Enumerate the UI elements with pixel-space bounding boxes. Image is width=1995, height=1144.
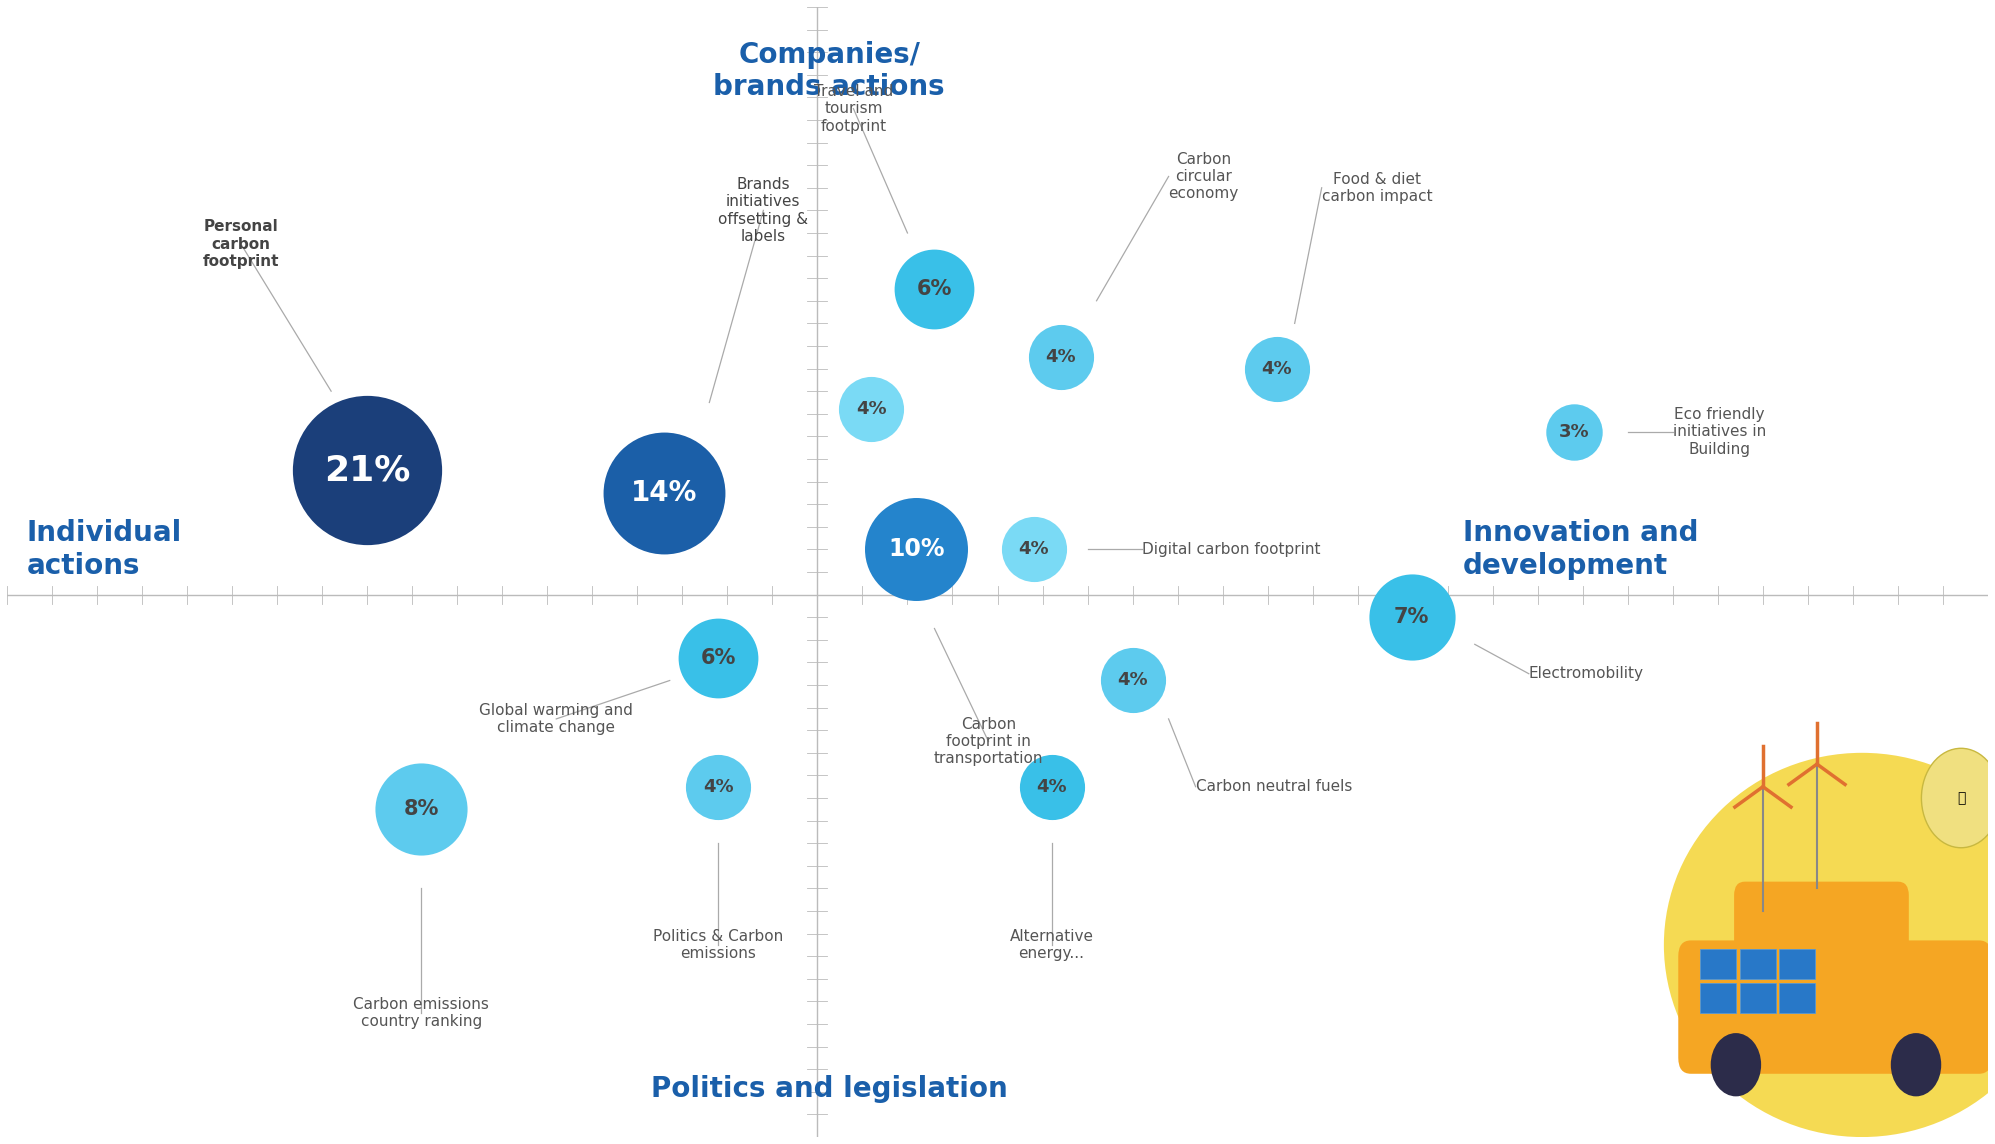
Text: 8%: 8% (403, 800, 439, 819)
Point (856, 400, 888, 419)
FancyBboxPatch shape (1740, 984, 1776, 1012)
Point (702, 778, 734, 796)
Point (351, 461, 383, 479)
Text: 21%: 21% (323, 453, 411, 487)
Text: 6%: 6% (918, 279, 952, 300)
Text: Carbon emissions
country ranking: Carbon emissions country ranking (353, 996, 489, 1028)
Text: 4%: 4% (1045, 348, 1075, 366)
Text: 7%: 7% (1395, 607, 1430, 627)
Point (900, 540, 932, 558)
Text: Individual
actions: Individual actions (26, 519, 182, 580)
Text: Travel and
tourism
footprint: Travel and tourism footprint (814, 84, 894, 134)
Text: Eco friendly
initiatives in
Building: Eco friendly initiatives in Building (1674, 407, 1766, 456)
Text: 4%: 4% (856, 400, 886, 419)
Text: Carbon neutral fuels: Carbon neutral fuels (1195, 779, 1353, 794)
Point (918, 280, 950, 299)
Point (405, 800, 437, 818)
Text: 4%: 4% (1035, 778, 1067, 796)
Point (1017, 540, 1049, 558)
Circle shape (1921, 748, 1995, 848)
FancyBboxPatch shape (1780, 984, 1815, 1012)
FancyBboxPatch shape (1740, 950, 1776, 979)
FancyBboxPatch shape (1734, 882, 1909, 982)
Text: Companies/
brands actions: Companies/ brands actions (714, 41, 946, 102)
FancyBboxPatch shape (1700, 950, 1736, 979)
Text: 4%: 4% (1017, 540, 1049, 558)
Text: Carbon
footprint in
transportation: Carbon footprint in transportation (934, 716, 1043, 766)
Point (1045, 348, 1077, 366)
Text: Electromobility: Electromobility (1528, 666, 1644, 681)
Circle shape (1891, 1033, 1941, 1096)
Text: Global warming and
climate change: Global warming and climate change (479, 702, 632, 736)
Point (1261, 359, 1293, 378)
Point (1396, 609, 1428, 627)
Text: Politics & Carbon
emissions: Politics & Carbon emissions (652, 929, 784, 961)
Ellipse shape (1664, 753, 1995, 1137)
Text: Digital carbon footprint: Digital carbon footprint (1141, 542, 1321, 557)
Text: 6%: 6% (700, 648, 736, 668)
Point (1558, 423, 1590, 442)
Point (702, 649, 734, 667)
Text: Food & diet
carbon impact: Food & diet carbon impact (1321, 172, 1432, 204)
Circle shape (1710, 1033, 1762, 1096)
Text: 14%: 14% (630, 479, 698, 507)
Text: 3%: 3% (1558, 423, 1590, 440)
Point (1035, 778, 1067, 796)
FancyBboxPatch shape (1780, 950, 1815, 979)
Text: 4%: 4% (702, 778, 734, 796)
FancyBboxPatch shape (1700, 984, 1736, 1012)
Text: Innovation and
development: Innovation and development (1462, 519, 1698, 580)
Text: Alternative
energy...: Alternative energy... (1009, 929, 1093, 961)
Text: Carbon
circular
economy: Carbon circular economy (1169, 151, 1239, 201)
Text: 🌿: 🌿 (1957, 791, 1965, 805)
Text: Personal
carbon
footprint: Personal carbon footprint (203, 220, 279, 269)
FancyBboxPatch shape (1678, 940, 1991, 1074)
Point (648, 484, 680, 502)
Text: 4%: 4% (1261, 359, 1293, 378)
Text: 10%: 10% (888, 538, 946, 562)
Text: 4%: 4% (1117, 672, 1147, 690)
Text: Brands
initiatives
offsetting &
labels: Brands initiatives offsetting & labels (718, 177, 808, 244)
Point (1117, 672, 1149, 690)
Text: Politics and legislation: Politics and legislation (650, 1075, 1007, 1103)
